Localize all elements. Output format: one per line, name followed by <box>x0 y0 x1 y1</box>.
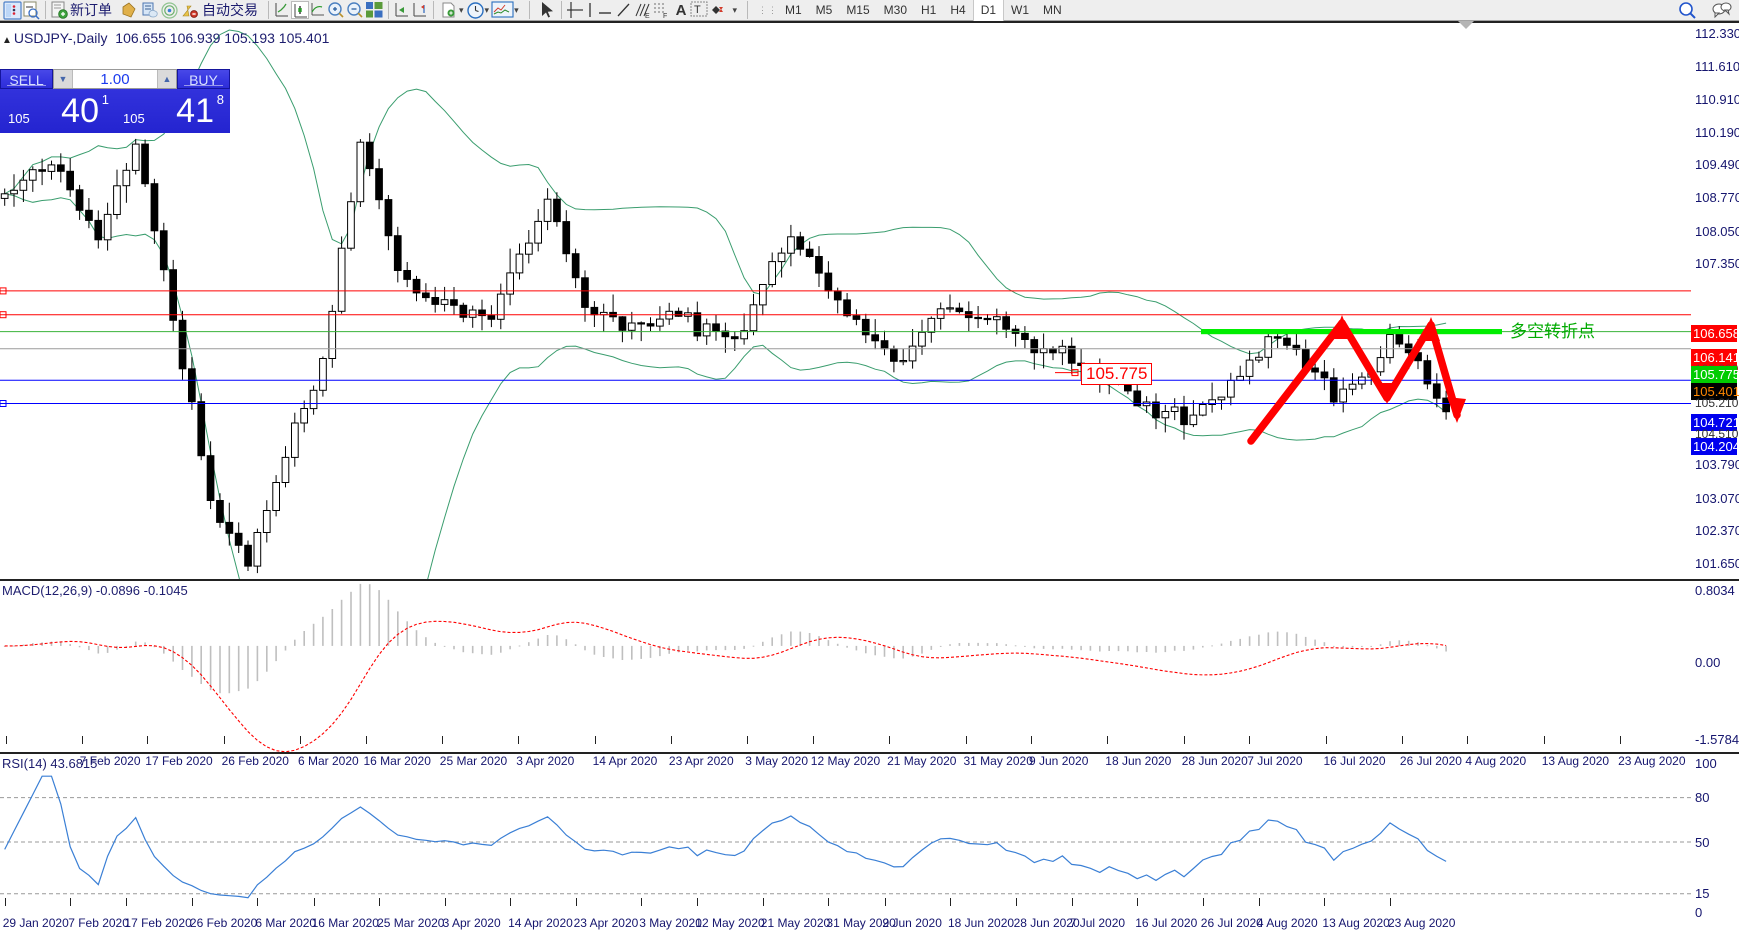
svg-text:T: T <box>694 4 701 16</box>
svg-text:E: E <box>645 13 650 19</box>
svg-text:F: F <box>663 13 667 19</box>
svg-text:多空转折点: 多空转折点 <box>1510 322 1595 341</box>
